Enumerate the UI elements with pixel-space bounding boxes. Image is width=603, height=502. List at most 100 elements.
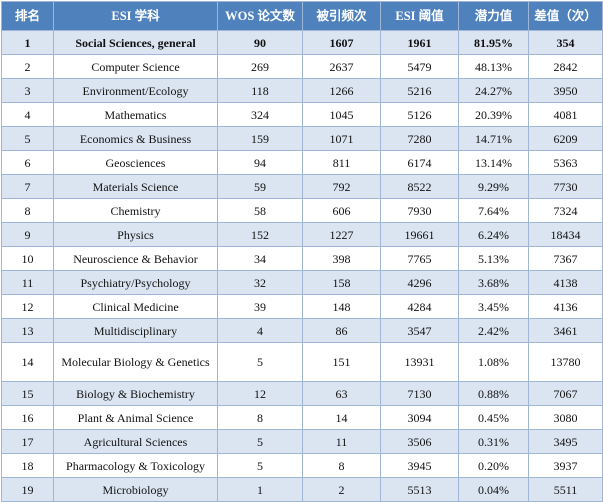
rank-cell: 7	[1, 174, 54, 199]
citations-cell: 63	[302, 381, 381, 406]
table-row: 5 Economics & Business 159 1071 7280 14.71% 62…	[1, 126, 603, 151]
subject-cell: Geosciences	[53, 150, 218, 175]
rank-cell: 16	[1, 405, 54, 430]
difference-cell: 7730	[528, 174, 603, 199]
difference-cell: 2842	[528, 54, 603, 79]
table-row: 1 Social Sciences, general 90 1607 1961 81.95…	[1, 30, 603, 55]
table-header: 排名 ESI 学科 WOS 论文数 被引频次 ESI 阈值 潜力值 差值（次）	[1, 1, 603, 31]
rank-cell: 8	[1, 198, 54, 223]
subject-cell: Mathematics	[53, 102, 218, 127]
wos-papers-cell: 8	[217, 405, 303, 430]
wos-papers-cell: 5	[217, 453, 303, 478]
potential-cell: 3.45%	[458, 294, 529, 319]
difference-cell: 354	[528, 30, 603, 55]
difference-cell: 4136	[528, 294, 603, 319]
table-row: 18 Pharmacology & Toxicology 5 8 3945 0.20% 39…	[1, 453, 603, 478]
potential-cell: 0.04%	[458, 477, 529, 502]
wos-papers-cell: 118	[217, 78, 303, 103]
difference-cell: 6209	[528, 126, 603, 151]
potential-cell: 6.24%	[458, 222, 529, 247]
header-potential: 潜力值	[458, 1, 529, 31]
wos-papers-cell: 12	[217, 381, 303, 406]
subject-cell: Biology & Biochemistry	[53, 381, 218, 406]
threshold-cell: 7930	[380, 198, 459, 223]
subject-cell: Clinical Medicine	[53, 294, 218, 319]
threshold-cell: 5126	[380, 102, 459, 127]
wos-papers-cell: 32	[217, 270, 303, 295]
rank-cell: 4	[1, 102, 54, 127]
difference-cell: 3937	[528, 453, 603, 478]
potential-cell: 5.13%	[458, 246, 529, 271]
threshold-cell: 7765	[380, 246, 459, 271]
header-row: 排名 ESI 学科 WOS 论文数 被引频次 ESI 阈值 潜力值 差值（次）	[1, 1, 603, 31]
table-row: 6 Geosciences 94 811 6174 13.14% 5363	[1, 150, 603, 175]
wos-papers-cell: 5	[217, 429, 303, 454]
rank-cell: 14	[1, 342, 54, 382]
table-row: 17 Agricultural Sciences 5 11 3506 0.31% 3495	[1, 429, 603, 454]
rank-cell: 3	[1, 78, 54, 103]
rank-cell: 15	[1, 381, 54, 406]
rank-cell: 6	[1, 150, 54, 175]
rank-cell: 5	[1, 126, 54, 151]
wos-papers-cell: 90	[217, 30, 303, 55]
rank-cell: 11	[1, 270, 54, 295]
threshold-cell: 19661	[380, 222, 459, 247]
difference-cell: 5511	[528, 477, 603, 502]
subject-cell: Chemistry	[53, 198, 218, 223]
wos-papers-cell: 324	[217, 102, 303, 127]
table-row: 3 Environment/Ecology 118 1266 5216 24.27% 395…	[1, 78, 603, 103]
rank-cell: 13	[1, 318, 54, 343]
wos-papers-cell: 34	[217, 246, 303, 271]
subject-cell: Physics	[53, 222, 218, 247]
subject-cell: Materials Science	[53, 174, 218, 199]
citations-cell: 398	[302, 246, 381, 271]
rank-cell: 10	[1, 246, 54, 271]
threshold-cell: 5479	[380, 54, 459, 79]
header-esi-threshold: ESI 阈值	[380, 1, 459, 31]
table-row: 16 Plant & Animal Science 8 14 3094 0.45% 3080	[1, 405, 603, 430]
potential-cell: 20.39%	[458, 102, 529, 127]
potential-cell: 13.14%	[458, 150, 529, 175]
subject-cell: Social Sciences, general	[53, 30, 218, 55]
citations-cell: 2	[302, 477, 381, 502]
wos-papers-cell: 269	[217, 54, 303, 79]
difference-cell: 5363	[528, 150, 603, 175]
rank-cell: 19	[1, 477, 54, 502]
rank-cell: 9	[1, 222, 54, 247]
potential-cell: 9.29%	[458, 174, 529, 199]
threshold-cell: 3506	[380, 429, 459, 454]
potential-cell: 1.08%	[458, 342, 529, 382]
potential-cell: 81.95%	[458, 30, 529, 55]
difference-cell: 3495	[528, 429, 603, 454]
threshold-cell: 3094	[380, 405, 459, 430]
citations-cell: 1607	[302, 30, 381, 55]
rank-cell: 2	[1, 54, 54, 79]
subject-cell: Agricultural Sciences	[53, 429, 218, 454]
header-rank: 排名	[1, 1, 54, 31]
rank-cell: 1	[1, 30, 54, 55]
citations-cell: 811	[302, 150, 381, 175]
threshold-cell: 5216	[380, 78, 459, 103]
citations-cell: 14	[302, 405, 381, 430]
difference-cell: 7367	[528, 246, 603, 271]
wos-papers-cell: 4	[217, 318, 303, 343]
difference-cell: 3950	[528, 78, 603, 103]
difference-cell: 3461	[528, 318, 603, 343]
potential-cell: 2.42%	[458, 318, 529, 343]
threshold-cell: 3547	[380, 318, 459, 343]
table-row: 9 Physics 152 1227 19661 6.24% 18434	[1, 222, 603, 247]
subject-cell: Pharmacology & Toxicology	[53, 453, 218, 478]
subject-cell: Psychiatry/Psychology	[53, 270, 218, 295]
wos-papers-cell: 59	[217, 174, 303, 199]
citations-cell: 151	[302, 342, 381, 382]
difference-cell: 7067	[528, 381, 603, 406]
difference-cell: 18434	[528, 222, 603, 247]
wos-papers-cell: 1	[217, 477, 303, 502]
table-row: 2 Computer Science 269 2637 5479 48.13% 2842	[1, 54, 603, 79]
table-row: 7 Materials Science 59 792 8522 9.29% 7730	[1, 174, 603, 199]
table-row: 11 Psychiatry/Psychology 32 158 4296 3.68% 413…	[1, 270, 603, 295]
citations-cell: 606	[302, 198, 381, 223]
header-difference: 差值（次）	[528, 1, 603, 31]
threshold-cell: 1961	[380, 30, 459, 55]
